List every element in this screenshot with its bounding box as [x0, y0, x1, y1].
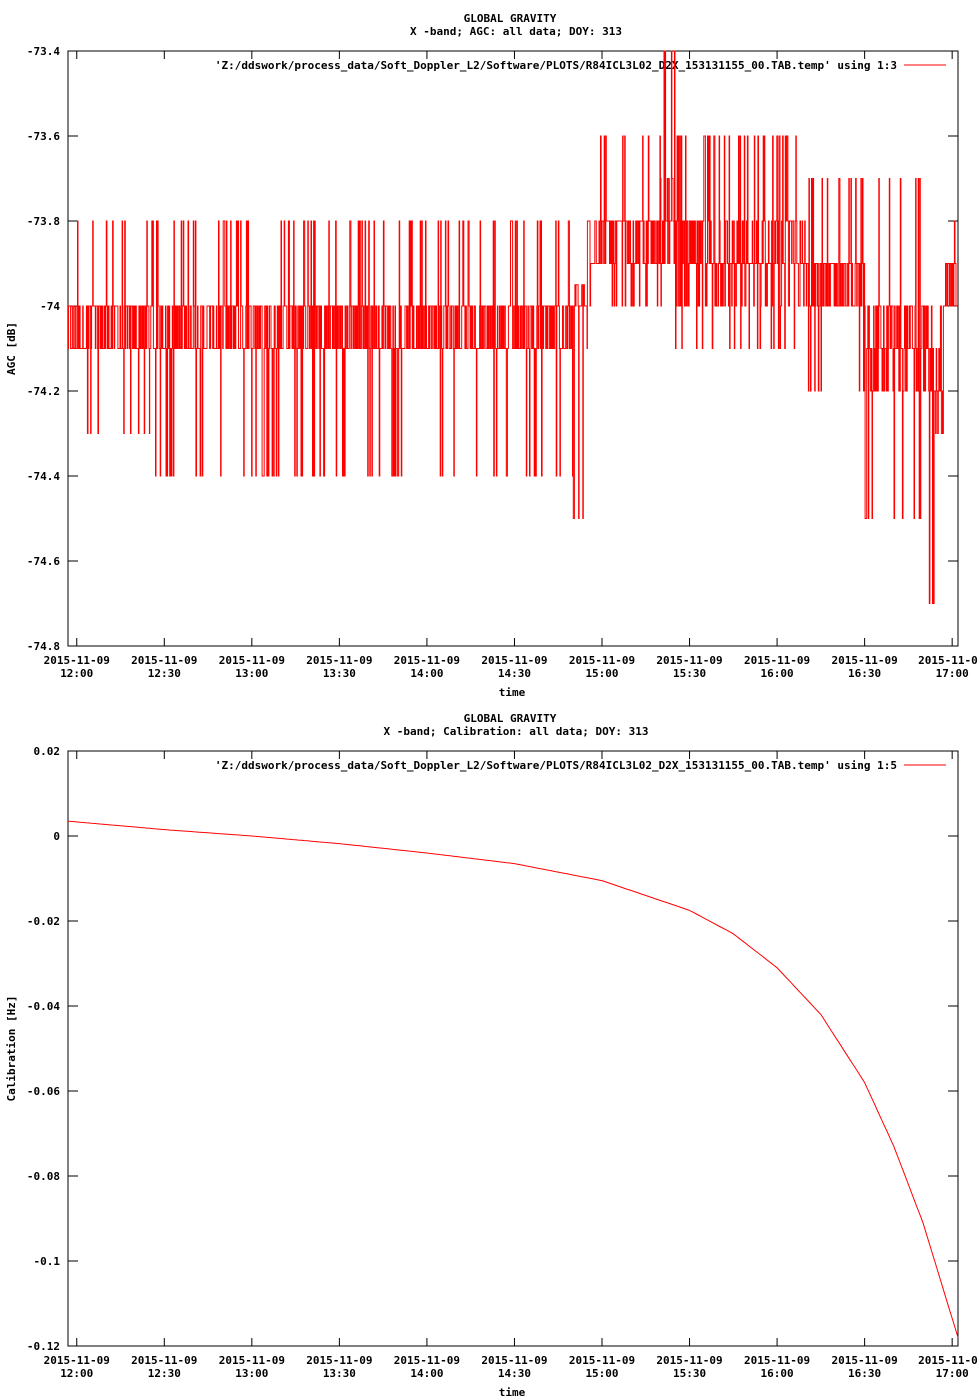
x-axis-label: time [499, 1386, 526, 1399]
y-tick-label: -74.6 [27, 555, 60, 568]
y-tick-label: -0.08 [27, 1170, 60, 1183]
x-tick-time: 14:30 [498, 667, 531, 680]
x-tick-time: 13:30 [323, 667, 356, 680]
chart-title: GLOBAL GRAVITY [464, 712, 557, 725]
x-tick-time: 12:30 [148, 667, 181, 680]
series-line-agc [68, 50, 958, 604]
x-tick-time: 16:00 [761, 667, 794, 680]
legend-label: 'Z:/ddswork/process_data/Soft_Doppler_L2… [215, 759, 897, 772]
y-tick-label: -73.8 [27, 215, 60, 228]
y-tick-label: 0.02 [34, 745, 61, 758]
y-tick-label: -74.4 [27, 470, 60, 483]
x-tick-date: 2015-11-0 [918, 1354, 978, 1367]
x-tick-time: 15:30 [673, 1367, 706, 1380]
x-tick-date: 2015-11-0 [918, 654, 978, 667]
x-tick-date: 2015-11-09 [832, 1354, 898, 1367]
x-tick-date: 2015-11-09 [306, 1354, 372, 1367]
x-tick-time: 16:00 [761, 1367, 794, 1380]
x-tick-date: 2015-11-09 [131, 1354, 197, 1367]
x-tick-time: 15:30 [673, 667, 706, 680]
x-tick-time: 12:00 [60, 1367, 93, 1380]
x-tick-date: 2015-11-09 [131, 654, 197, 667]
x-tick-date: 2015-11-09 [44, 654, 110, 667]
x-tick-time: 17:00 [936, 667, 969, 680]
x-tick-date: 2015-11-09 [569, 654, 635, 667]
x-tick-date: 2015-11-09 [481, 1354, 547, 1367]
x-tick-time: 12:30 [148, 1367, 181, 1380]
x-tick-time: 15:00 [585, 1367, 618, 1380]
y-tick-label: 0 [53, 830, 60, 843]
x-tick-time: 13:00 [235, 1367, 268, 1380]
x-tick-time: 13:30 [323, 1367, 356, 1380]
chart-subtitle: X -band; AGC: all data; DOY: 313 [410, 25, 622, 38]
x-tick-time: 17:00 [936, 1367, 969, 1380]
x-tick-time: 14:30 [498, 1367, 531, 1380]
x-tick-time: 15:00 [585, 667, 618, 680]
y-tick-label: -0.12 [27, 1340, 60, 1353]
chart-subtitle: X -band; Calibration: all data; DOY: 313 [384, 725, 649, 738]
x-tick-date: 2015-11-09 [744, 1354, 810, 1367]
series-line-calibration [67, 820, 959, 1338]
y-tick-label: -0.06 [27, 1085, 60, 1098]
x-tick-date: 2015-11-09 [306, 654, 372, 667]
x-tick-date: 2015-11-09 [744, 654, 810, 667]
y-tick-label: -0.1 [34, 1255, 61, 1268]
y-tick-label: -0.02 [27, 915, 60, 928]
x-tick-date: 2015-11-09 [832, 654, 898, 667]
y-tick-label: -74 [40, 300, 60, 313]
x-tick-date: 2015-11-09 [481, 654, 547, 667]
y-tick-label: -74.8 [27, 640, 60, 653]
x-tick-time: 12:00 [60, 667, 93, 680]
y-axis-label: AGC [dB] [5, 322, 18, 375]
y-axis-label: Calibration [Hz] [5, 996, 18, 1102]
legend-label: 'Z:/ddswork/process_data/Soft_Doppler_L2… [215, 59, 897, 72]
x-tick-time: 13:00 [235, 667, 268, 680]
x-tick-time: 16:30 [848, 1367, 881, 1380]
x-tick-time: 14:00 [410, 1367, 443, 1380]
y-tick-label: -73.4 [27, 45, 60, 58]
plot-frame [67, 750, 959, 1347]
y-tick-label: -74.2 [27, 385, 60, 398]
x-tick-date: 2015-11-09 [394, 654, 460, 667]
x-tick-date: 2015-11-09 [569, 1354, 635, 1367]
chart-title: GLOBAL GRAVITY [464, 12, 557, 25]
x-tick-date: 2015-11-09 [394, 1354, 460, 1367]
x-tick-date: 2015-11-09 [219, 1354, 285, 1367]
x-tick-time: 14:00 [410, 667, 443, 680]
x-tick-date: 2015-11-09 [44, 1354, 110, 1367]
x-axis-label: time [499, 686, 526, 699]
x-tick-time: 16:30 [848, 667, 881, 680]
x-tick-date: 2015-11-09 [656, 1354, 722, 1367]
y-tick-label: -73.6 [27, 130, 60, 143]
y-tick-label: -0.04 [27, 1000, 60, 1013]
x-tick-date: 2015-11-09 [656, 654, 722, 667]
x-tick-date: 2015-11-09 [219, 654, 285, 667]
